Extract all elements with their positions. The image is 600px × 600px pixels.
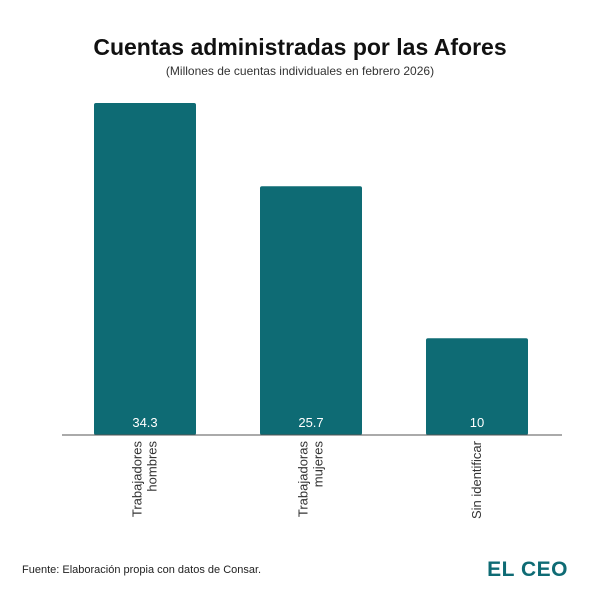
x-tick-label-line: Trabajadoras [296,441,311,518]
x-tick-label-line: mujeres [311,441,326,488]
x-tick-label-line: Trabajadores [130,441,145,518]
x-tick-label-2: Sin identificar [469,440,484,519]
bar-value-label-0: 34.3 [132,415,157,430]
chart-title: Cuentas administradas por las Afores [93,34,507,60]
source-note: Fuente: Elaboración propia con datos de … [22,564,262,576]
x-tick-label-1: Trabajadorasmujeres [296,441,326,518]
x-tick-label-0: Trabajadoreshombres [130,441,160,518]
brand-word-el: EL [487,558,515,581]
brand-word-ceo: CEO [520,558,568,581]
bar-value-label-1: 25.7 [298,415,323,430]
chart-subtitle: (Millones de cuentas individuales en feb… [165,64,435,78]
bar-1 [260,186,362,435]
brand-logo: EL CEO [487,558,568,582]
bar-2 [426,338,528,435]
x-tick-label-line: hombres [145,441,160,492]
value-labels-layer: 34.3 25.7 10 [132,415,484,430]
x-tick-label-line: Sin identificar [469,440,484,519]
bar-0 [94,103,196,435]
x-tick-labels-layer: Trabajadoreshombres Trabajadorasmujeres Si… [130,440,485,519]
bar-value-label-2: 10 [470,415,484,430]
bars-layer [94,103,528,435]
